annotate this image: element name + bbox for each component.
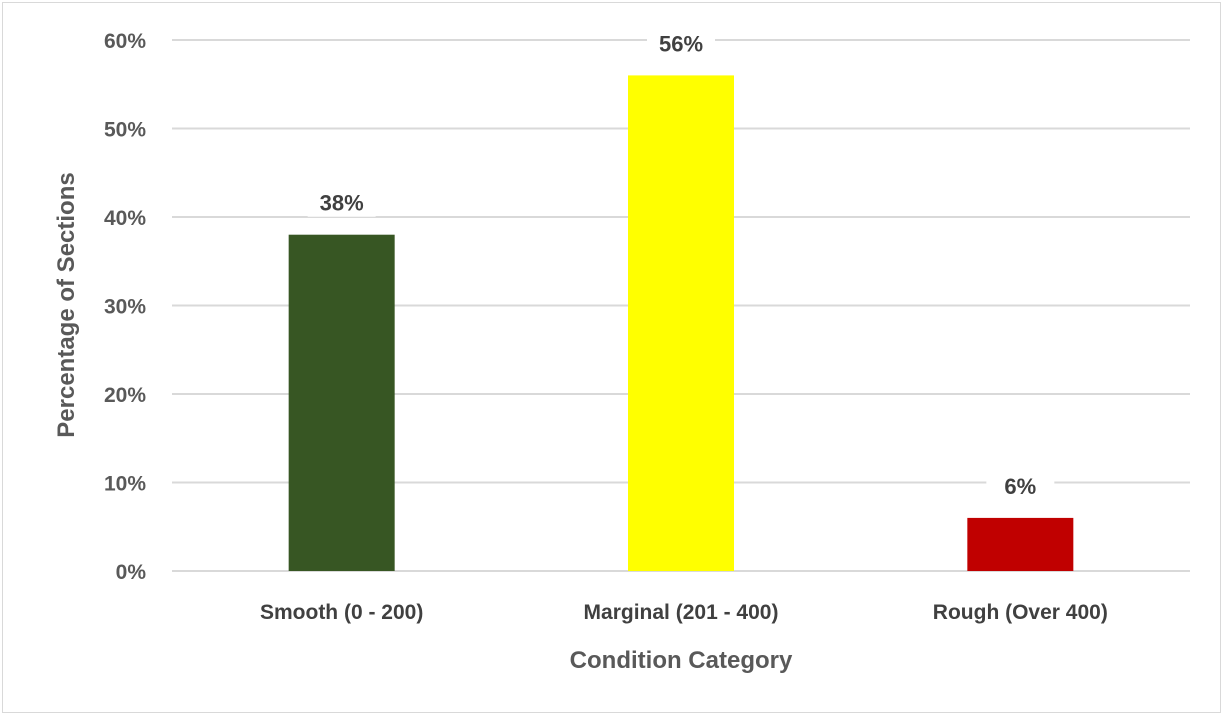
y-tick-label: 20% [104, 384, 146, 407]
data-label-background [647, 27, 715, 58]
data-label: 38% [320, 191, 364, 216]
x-category-label: Smooth (0 - 200) [260, 601, 423, 624]
y-axis-ticks: 0% 10% 20% 30% 40% 50% 60% [104, 30, 146, 584]
x-category-label: Rough (Over 400) [933, 601, 1108, 624]
x-axis-categories: Smooth (0 - 200) Marginal (201 - 400) Roug… [260, 601, 1108, 624]
bar [288, 234, 395, 571]
data-label-background [307, 186, 376, 217]
data-label: 6% [1004, 474, 1036, 499]
bar [628, 75, 734, 572]
y-axis-title: Percentage of Sections [53, 172, 80, 437]
y-tick-label: 60% [104, 30, 146, 53]
y-tick-label: 50% [104, 119, 146, 142]
data-labels: 38% 56% 6% [307, 27, 1055, 500]
y-tick-label: 30% [104, 296, 146, 319]
data-label: 56% [659, 31, 703, 56]
x-category-label: Marginal (201 - 400) [584, 601, 779, 624]
x-axis-title: Condition Category [570, 647, 793, 674]
data-label-background [986, 469, 1055, 500]
bars [288, 75, 1074, 572]
y-tick-label: 10% [104, 473, 146, 496]
y-tick-label: 40% [104, 207, 146, 230]
y-tick-label: 0% [116, 561, 147, 584]
bar [967, 517, 1074, 571]
